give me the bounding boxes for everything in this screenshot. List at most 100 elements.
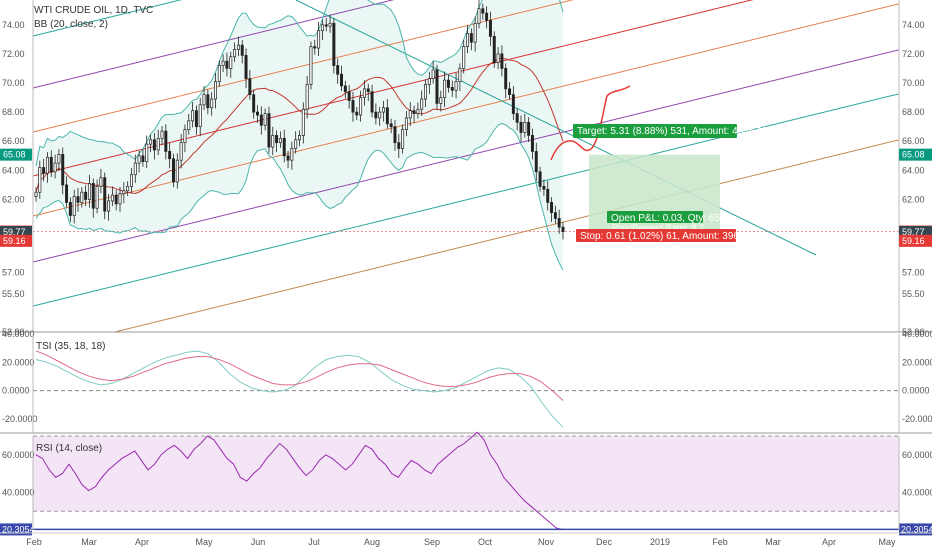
- candle-up: [187, 120, 191, 130]
- candle-up: [72, 196, 76, 216]
- candle-down: [393, 126, 397, 144]
- x-axis: Feb Mar Apr May Jun Jul Aug Sep Oct Nov Dec 2019 Feb…: [0, 532, 932, 547]
- x-tick: Apr: [822, 537, 836, 547]
- rsi-badge-left: [0, 523, 32, 536]
- candle-down: [171, 158, 175, 183]
- price-tick-right: 72.00: [902, 49, 925, 59]
- candle-up: [236, 44, 240, 50]
- candle-up: [439, 97, 443, 104]
- candle-up: [473, 22, 477, 43]
- candle-down: [412, 110, 416, 114]
- pitchfork-line: [33, 93, 899, 307]
- candle-up: [210, 98, 214, 109]
- candle-up: [191, 110, 195, 122]
- candle-down: [141, 155, 145, 162]
- candle-down: [374, 111, 378, 119]
- price-panel[interactable]: Target: 5.31 (8.88%) 531, Amount: 4345.1…: [0, 0, 932, 352]
- candle-up: [359, 97, 363, 116]
- candle-up: [401, 129, 405, 149]
- candle-up: [175, 159, 179, 183]
- price-badge-left: [0, 148, 32, 161]
- candle-down: [527, 121, 531, 136]
- x-tick: May: [878, 537, 896, 547]
- rsi-label: RSI (14, close): [36, 443, 102, 454]
- x-tick: Dec: [596, 537, 613, 547]
- candle-up: [378, 111, 382, 119]
- candle-up: [466, 33, 470, 47]
- candle-down: [508, 88, 512, 95]
- tsi-tick-left: 40.0000: [2, 329, 35, 339]
- candle-down: [446, 79, 450, 88]
- candle-up: [179, 142, 183, 161]
- price-tick-right: 70.00: [902, 78, 925, 88]
- candle-up: [320, 24, 324, 31]
- candle-up: [95, 186, 99, 209]
- status-label: Open P&L: 0.03, Qty: 65: [611, 213, 720, 224]
- rsi-badge-right: [899, 523, 932, 536]
- candle-up: [213, 81, 217, 100]
- rsi-tick-right: 60.0000: [902, 450, 932, 460]
- candle-up: [233, 49, 237, 58]
- x-tick: Jul: [308, 537, 320, 547]
- candle-up: [290, 148, 294, 161]
- candle-down: [168, 151, 172, 160]
- tsi-panel[interactable]: 40.0000 40.0000 20.0000 20.0000 0.0000 0.0000…: [0, 329, 932, 434]
- candle-down: [355, 111, 359, 116]
- rsi-line: [35, 431, 564, 530]
- price-tick-left: 52.90: [2, 327, 25, 337]
- candle-up: [129, 174, 133, 187]
- candle-up: [107, 200, 111, 212]
- candle-up: [53, 162, 57, 173]
- candle-up: [477, 8, 481, 24]
- price-tick-left: 55.50: [2, 289, 25, 299]
- rsi-badge-label: 20.3054: [2, 524, 35, 534]
- price-tick-left: 64.00: [2, 165, 25, 175]
- candle-down: [206, 94, 210, 109]
- candle-down: [450, 87, 454, 91]
- candle-down: [252, 94, 256, 113]
- candle-up: [137, 155, 141, 164]
- x-tick: Apr: [135, 537, 149, 547]
- candle-up: [416, 108, 420, 114]
- bb-indicator-label: BB (20, close, 2): [34, 19, 108, 30]
- candle-up: [156, 137, 160, 151]
- candle-down: [282, 137, 286, 157]
- candle-down: [152, 139, 156, 151]
- candle-up: [278, 137, 282, 144]
- candle-up: [523, 121, 527, 133]
- candle-down: [488, 20, 492, 37]
- candle-down: [561, 226, 565, 232]
- price-badge-right: [899, 148, 932, 161]
- price-tick-right: 64.00: [902, 165, 925, 175]
- price-badge-right: [899, 234, 932, 247]
- candle-up: [110, 194, 114, 202]
- price-tick-left: 57.00: [2, 267, 25, 277]
- price-tick-left: 72.00: [2, 49, 25, 59]
- candle-down: [481, 8, 485, 14]
- candle-down: [49, 156, 53, 173]
- candle-down: [340, 73, 343, 87]
- candle-up: [462, 46, 466, 69]
- candle-down: [515, 113, 519, 123]
- candle-up: [217, 65, 221, 82]
- candle-up: [458, 68, 462, 82]
- candle-up: [294, 139, 298, 149]
- candle-up: [202, 94, 206, 106]
- tsi-tick-right: -20.0000: [902, 414, 932, 424]
- candle-down: [324, 24, 328, 27]
- candle-down: [485, 12, 489, 21]
- candle-up: [271, 135, 275, 148]
- candle-down: [542, 186, 546, 190]
- rsi-panel[interactable]: 60.0000 60.0000 40.0000 40.0000 20.3054 20.30…: [0, 431, 932, 536]
- candle-down: [389, 123, 393, 128]
- candle-down: [492, 36, 496, 63]
- candle-down: [61, 154, 65, 186]
- candle-down: [519, 121, 523, 133]
- target-label-bg: [573, 124, 737, 138]
- x-tick: Mar: [765, 537, 781, 547]
- candle-down: [469, 33, 473, 43]
- price-tick-left: 66.00: [2, 136, 25, 146]
- candle-down: [275, 135, 279, 144]
- x-tick: 2019: [650, 537, 670, 547]
